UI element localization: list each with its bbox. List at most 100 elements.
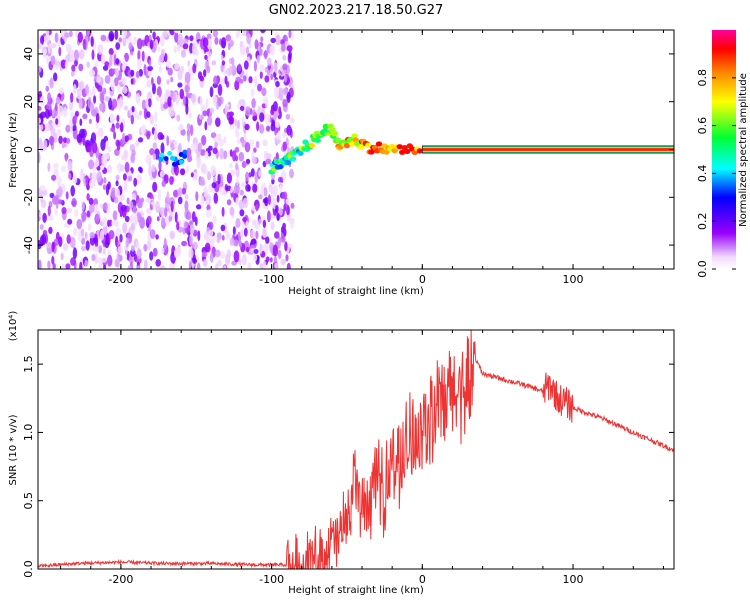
spectrogram-cell (167, 67, 173, 76)
spectrogram-cell (104, 96, 110, 102)
spectrogram-cell (115, 180, 119, 187)
spectrogram-cell (86, 61, 91, 68)
spectrogram-cell (89, 232, 95, 239)
spectrogram-cell (251, 88, 255, 98)
spectrogram-cell (141, 50, 145, 62)
spectrogram-cell (149, 251, 154, 261)
spectrogram-cell (115, 227, 122, 236)
spectrogram-cell (108, 219, 113, 227)
spectrogram-cell (238, 151, 245, 162)
spectrogram-cell (184, 194, 189, 200)
spectrogram-cell (270, 108, 275, 116)
spectrogram-cell (47, 260, 51, 269)
spectrogram-cell (152, 83, 156, 95)
spectrogram-cell (277, 87, 284, 98)
spectrogram-cell (283, 75, 288, 83)
spectrogram-cell (197, 230, 201, 242)
spectrogram-cell (182, 149, 188, 155)
spectrogram-cell (237, 63, 242, 72)
spectrogram-cell (102, 202, 108, 211)
spectrogram-cell (181, 187, 187, 195)
spectrogram-cell (123, 105, 129, 111)
spectrogram-cell (158, 152, 164, 158)
spectrogram-cell (225, 34, 232, 42)
spectrogram-x-ticks: -200 -100 0 100 (60, 30, 664, 286)
spectrogram-cell (43, 34, 50, 44)
spectrogram-cell (273, 109, 277, 122)
spectrogram-cell (115, 174, 120, 181)
spectrogram-cell (38, 259, 42, 269)
spectrogram-cell (101, 153, 107, 165)
spectrogram-cell (189, 224, 195, 235)
spectrogram-cell (202, 258, 208, 267)
spectrogram-cell (215, 263, 219, 269)
spectrogram-cell (108, 30, 115, 42)
spectrogram-cell (192, 171, 198, 182)
spectrogram-cell (51, 174, 57, 181)
spectrogram-cell (65, 191, 69, 200)
spectrogram-cell (220, 55, 224, 61)
spectrogram-cell (100, 257, 107, 263)
spectrogram-cell (159, 207, 166, 217)
spectrogram-cell (229, 162, 233, 168)
spectrogram-cell (73, 83, 77, 94)
x-tick-label: -200 (108, 573, 133, 586)
spectrogram-cell (203, 69, 207, 78)
spectrogram-cell (179, 124, 184, 131)
spectrogram-cell (200, 197, 204, 209)
spectrogram-cell (205, 199, 209, 206)
spectrogram-cell (126, 197, 130, 205)
spectrogram-cell (133, 214, 138, 226)
spectrogram-cell (63, 106, 68, 118)
spectrogram-cell (115, 235, 119, 247)
spectrogram-cell (151, 164, 156, 173)
spectrogram-cell (58, 236, 63, 248)
spectrogram-cell (205, 209, 212, 218)
spectrogram-cell (223, 265, 227, 269)
spectrogram-cell (116, 139, 121, 151)
spectrogram-cell (89, 202, 95, 214)
spectrogram-cell (253, 60, 257, 72)
spectrogram-cell (273, 85, 280, 98)
spectrogram-cell (254, 39, 259, 50)
spectrogram-cell (122, 56, 126, 68)
spectrogram-cell (166, 90, 171, 97)
spectrogram-cell (115, 58, 120, 65)
spectrogram-cell (182, 153, 188, 159)
spectrogram-cell (221, 60, 226, 66)
spectrogram-cell (48, 42, 51, 55)
spectrogram-cell (255, 140, 260, 149)
spectrogram-cell (203, 186, 208, 198)
spectrogram-cell (196, 262, 201, 269)
spectrogram-cell (282, 222, 286, 230)
spectrogram-cell (62, 137, 68, 144)
spectrogram-cell (71, 197, 77, 208)
spectrogram-cell (275, 121, 280, 128)
spectrogram-cell (113, 196, 119, 204)
spectrogram-cell (248, 76, 253, 84)
spectrogram-cell (250, 168, 255, 177)
spectrogram-cell (252, 183, 258, 193)
spectrogram-cell (234, 119, 238, 127)
spectrogram-cell (50, 43, 57, 49)
spectrogram-cell (279, 95, 284, 101)
spectrogram-cell (199, 149, 206, 156)
spectrogram-cell (65, 263, 71, 269)
spectrogram-cell (152, 181, 158, 193)
spectrogram-cell (147, 98, 152, 108)
spectrogram-cell (212, 214, 217, 224)
spectrogram-cell (99, 90, 104, 103)
spectrogram-cell (190, 143, 196, 152)
spectrogram-cell (235, 197, 239, 206)
spectrogram-cell (113, 77, 119, 87)
spectrogram-cell (255, 204, 259, 212)
spectrogram-cell (130, 114, 134, 125)
spectrogram-cell (368, 149, 375, 155)
spectrogram-cell (160, 170, 165, 178)
spectrogram-cell (108, 97, 113, 110)
spectrogram-cell (239, 189, 244, 196)
spectrogram-cell (152, 247, 158, 257)
spectrogram-cell (250, 238, 257, 245)
spectrogram-cell (148, 59, 152, 67)
spectrogram-cell (67, 218, 73, 225)
